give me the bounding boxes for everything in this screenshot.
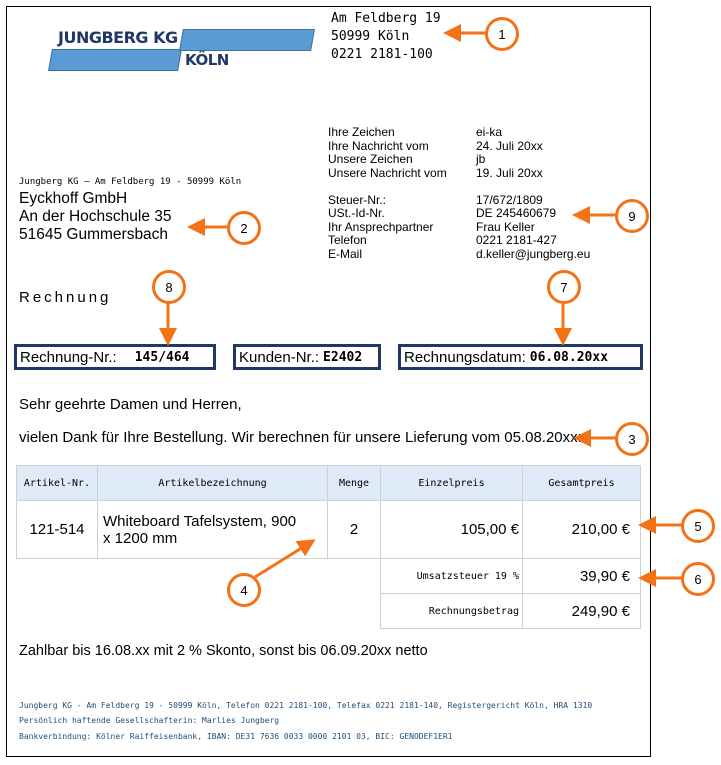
invoice-date-box: Rechnungsdatum: 06.08.20xx — [398, 344, 643, 370]
footer-line: Jungberg KG - Am Feldberg 19 - 50999 Köl… — [19, 701, 593, 710]
info-label: E-Mail — [328, 246, 363, 261]
info-row: Ihre Nachricht vom 24. Juli 20xx — [328, 138, 590, 154]
sender-address: Am Feldberg 19 50999 Köln 0221 2181-100 — [331, 11, 441, 62]
footer-line: Bankverbindung: Kölner Raiffeisenbank, I… — [19, 732, 453, 741]
items-table: Artikel-Nr. Artikelbezeichnung Menge Ein… — [16, 465, 641, 629]
info-value: Frau Keller — [476, 219, 535, 234]
annotation-marker: 4 — [227, 573, 261, 607]
info-value: 24. Juli 20xx — [476, 138, 543, 153]
annotation-marker: 9 — [615, 199, 649, 233]
info-value: 17/672/1809 — [476, 192, 543, 207]
info-value: 19. Juli 20xx — [476, 165, 543, 180]
info-value: jb — [476, 152, 486, 166]
annotation-marker: 3 — [615, 422, 649, 456]
info-label: Unsere Zeichen — [328, 152, 413, 166]
intro-text: vielen Dank für Ihre Bestellung. Wir ber… — [19, 429, 582, 446]
info-value: 0221 2181-427 — [476, 233, 557, 247]
invoice-number-box: Rechnung-Nr.: 145/464 — [14, 344, 216, 370]
info-label: Ihre Zeichen — [328, 125, 395, 139]
invoice-page — [6, 6, 651, 757]
info-row: E-Mail d.keller@jungberg.eu — [328, 246, 591, 262]
annotation-marker: 6 — [681, 562, 715, 596]
annotation-marker: 8 — [152, 270, 186, 304]
annotation-marker: 7 — [547, 270, 581, 304]
info-row: Unsere Nachricht vom 19. Juli 20xx — [328, 165, 590, 181]
info-label: Steuer-Nr.: — [328, 192, 387, 207]
reference-info: Ihre Zeichen ei-ka Ihre Nachricht vom 24. J… — [328, 125, 591, 262]
footer-line: Persönlich haftende Gesellschafterin: Ma… — [19, 716, 280, 725]
salutation: Sehr geehrte Damen und Herren, — [19, 396, 242, 413]
annotation-marker: 1 — [485, 17, 519, 51]
info-row: USt.-Id-Nr. DE 245460679 — [328, 206, 590, 221]
info-row: Telefon 0221 2181-427 — [328, 233, 590, 248]
recipient-address: Eyckhoff GmbH An der Hochschule 35 51645 G… — [19, 190, 172, 243]
tax-row: Umsatzsteuer 19 % 39,90 € — [17, 558, 641, 594]
table-row: 121-514 Whiteboard Tafelsystem, 900 x 12… — [16, 500, 641, 559]
info-row: Unsere Zeichen jb — [328, 152, 590, 167]
return-address: Jungberg KG – Am Feldberg 19 - 50999 Köl… — [19, 177, 242, 187]
info-value: DE 245460679 — [476, 206, 557, 220]
info-value: ei-ka — [476, 125, 503, 139]
info-label: Telefon — [328, 233, 367, 247]
arrow-4 — [254, 539, 316, 579]
info-label: Ihr Ansprechpartner — [328, 219, 434, 234]
annotation-marker: 2 — [227, 211, 261, 245]
info-label: Unsere Nachricht vom — [328, 165, 447, 180]
info-value: d.keller@jungberg.eu — [476, 246, 591, 261]
document-title: Rechnung — [19, 289, 112, 306]
annotation-marker: 5 — [681, 509, 715, 543]
info-row: Ihre Zeichen ei-ka — [328, 125, 590, 140]
customer-number-box: Kunden-Nr.: E2402 — [233, 344, 381, 370]
info-label: USt.-Id-Nr. — [328, 206, 385, 220]
info-row: Ihr Ansprechpartner Frau Keller — [328, 219, 590, 235]
payment-terms: Zahlbar bis 16.08.xx mit 2 % Skonto, son… — [19, 643, 428, 659]
total-row: Rechnungsbetrag 249,90 € — [17, 593, 641, 629]
info-label: Ihre Nachricht vom — [328, 138, 429, 153]
info-row: Steuer-Nr.: 17/672/1809 — [328, 192, 590, 208]
table-header: Artikel-Nr. Artikelbezeichnung Menge Ein… — [16, 465, 641, 501]
